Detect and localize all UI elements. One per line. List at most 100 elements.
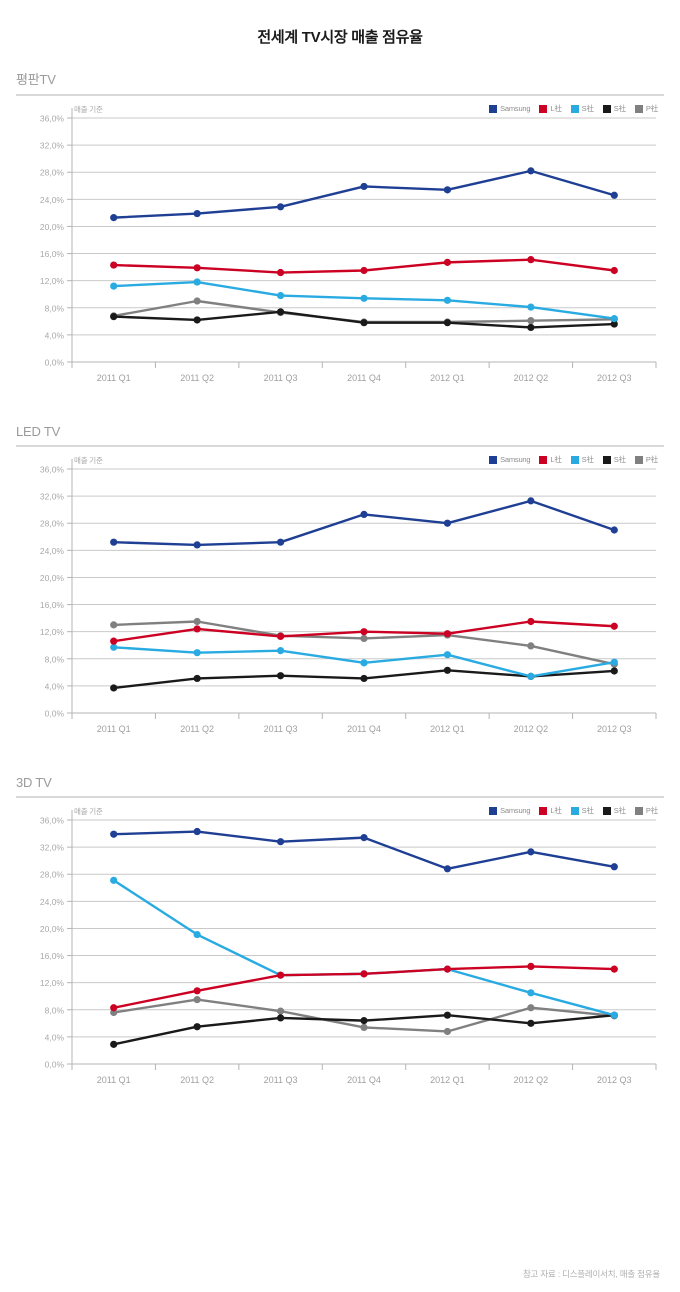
legend-item-label: S社 — [581, 806, 594, 815]
series-data-point — [193, 541, 201, 549]
series-data-point — [276, 672, 285, 680]
series-data-point — [610, 320, 618, 328]
chart-3d-tv: 매출 기준 Samsung L社 S社 S社 P社 0,0% 4,0% 8,0% 12,0% 1… — [16, 802, 664, 1104]
legend-swatch-icon — [570, 806, 579, 815]
series-data-point — [527, 1019, 535, 1027]
legend-item-label: P社 — [645, 104, 658, 113]
y-axis-tick-label: 20,0% — [40, 222, 65, 232]
legend-item-label: L社 — [550, 455, 562, 464]
legend-item[interactable]: S社 — [570, 103, 594, 114]
series-data-point — [443, 666, 452, 674]
series-data-point — [527, 848, 535, 856]
legend-item[interactable]: L社 — [539, 454, 562, 465]
legend-swatch-icon — [634, 806, 643, 815]
legend-swatch-icon — [602, 806, 611, 815]
series-data-point — [610, 191, 618, 199]
series-data-point — [193, 625, 201, 633]
series-data-point — [193, 987, 201, 995]
series-data-point — [610, 266, 618, 275]
y-axis-tick-label: 28,0% — [40, 519, 65, 529]
series-data-point — [110, 1004, 118, 1012]
section-divider — [16, 94, 664, 96]
x-axis-tick-label: 2011 Q1 — [97, 724, 131, 734]
section-divider — [16, 445, 664, 447]
series-data-point — [360, 659, 368, 667]
chart-legend-1: Samsung L社 S社 S社 P社 — [489, 454, 658, 465]
series-data-point — [443, 651, 452, 659]
series-data-point — [443, 965, 452, 973]
series-data-point — [527, 167, 535, 175]
x-axis-tick-label: 2012 Q2 — [514, 1075, 549, 1085]
legend-item[interactable]: S社 — [570, 454, 594, 465]
legend-item-label: Samsung — [500, 806, 531, 815]
legend-swatch-icon — [539, 806, 548, 815]
y-axis-tick-label: 16,0% — [40, 600, 65, 610]
legend-item-label: S社 — [613, 806, 626, 815]
x-axis-tick-label: 2012 Q3 — [597, 724, 632, 734]
series-data-point — [193, 996, 201, 1004]
legend-item[interactable]: S社 — [570, 805, 594, 816]
section-led-tv: LED TV 매출 기준 Samsung L社 S社 S社 P社 0,0% 4,0% 8,0… — [0, 424, 680, 753]
series-data-point — [360, 970, 368, 978]
series-data-point — [360, 294, 368, 302]
x-axis-tick-label: 2011 Q1 — [97, 1075, 131, 1085]
legend-swatch-icon — [489, 455, 498, 464]
series-data-point — [110, 637, 118, 645]
y-axis-tick-label: 8,0% — [45, 1005, 65, 1015]
y-axis-tick-label: 16,0% — [40, 951, 65, 961]
legend-item[interactable]: S社 — [602, 454, 626, 465]
legend-item[interactable]: Samsung — [489, 104, 531, 113]
axis-note-label: 매출 기준 — [74, 807, 103, 816]
y-axis-tick-label: 4,0% — [45, 681, 65, 691]
legend-item[interactable]: P社 — [634, 103, 658, 114]
legend-item-label: L社 — [550, 806, 562, 815]
axis-note-label: 매출 기준 — [74, 456, 103, 465]
x-axis-tick-label: 2012 Q3 — [597, 1075, 632, 1085]
series-data-point — [276, 971, 285, 979]
y-axis-tick-label: 12,0% — [40, 276, 65, 286]
series-data-point — [276, 1014, 285, 1022]
legend-swatch-icon — [570, 455, 579, 464]
legend-item-label: L社 — [550, 104, 562, 113]
legend-item[interactable]: L社 — [539, 103, 562, 114]
x-axis-tick-label: 2012 Q1 — [430, 373, 465, 383]
y-axis-tick-label: 24,0% — [40, 897, 65, 907]
series-data-point — [443, 258, 452, 266]
section-divider — [16, 796, 664, 798]
legend-item[interactable]: Samsung — [489, 806, 531, 815]
page-title: 전세계 TV시장 매출 점유율 — [257, 29, 423, 46]
legend-item-label: S社 — [613, 455, 626, 464]
x-axis-tick-label: 2012 Q1 — [430, 1075, 465, 1085]
series-data-point — [276, 203, 285, 211]
legend-swatch-icon — [489, 104, 498, 113]
y-axis-tick-label: 12,0% — [40, 978, 65, 988]
series-data-point — [527, 317, 535, 325]
legend-item[interactable]: S社 — [602, 103, 626, 114]
series-data-point — [360, 628, 368, 636]
legend-item[interactable]: L社 — [539, 805, 562, 816]
axis-note-label: 매출 기준 — [74, 105, 103, 114]
legend-item[interactable]: P社 — [634, 805, 658, 816]
y-axis-tick-label: 24,0% — [40, 195, 65, 205]
y-axis-tick-label: 32,0% — [40, 492, 65, 502]
series-data-point — [610, 863, 618, 871]
y-axis-tick-label: 20,0% — [40, 924, 65, 934]
x-axis-tick-label: 2011 Q2 — [180, 373, 214, 383]
series-data-point — [193, 209, 201, 218]
legend-item[interactable]: S社 — [602, 805, 626, 816]
series-data-point — [193, 264, 201, 272]
legend-item-label: S社 — [581, 455, 594, 464]
legend-item-label: Samsung — [500, 104, 531, 113]
x-axis-tick-label: 2012 Q2 — [514, 373, 549, 383]
legend-item[interactable]: P社 — [634, 454, 658, 465]
series-data-point — [193, 617, 201, 626]
legend-item[interactable]: Samsung — [489, 455, 531, 464]
series-data-point — [360, 634, 368, 643]
series-data-point — [443, 630, 452, 638]
x-axis-tick-label: 2012 Q2 — [514, 724, 549, 734]
series-data-point — [110, 876, 118, 884]
y-axis-tick-label: 36,0% — [40, 816, 65, 826]
series-data-point — [360, 834, 368, 842]
series-data-point — [527, 323, 535, 332]
chart-canvas-2: 0,0% 4,0% 8,0% 12,0% 16,0% 20,0% 24,0% 28,0% 32,… — [40, 810, 657, 1085]
